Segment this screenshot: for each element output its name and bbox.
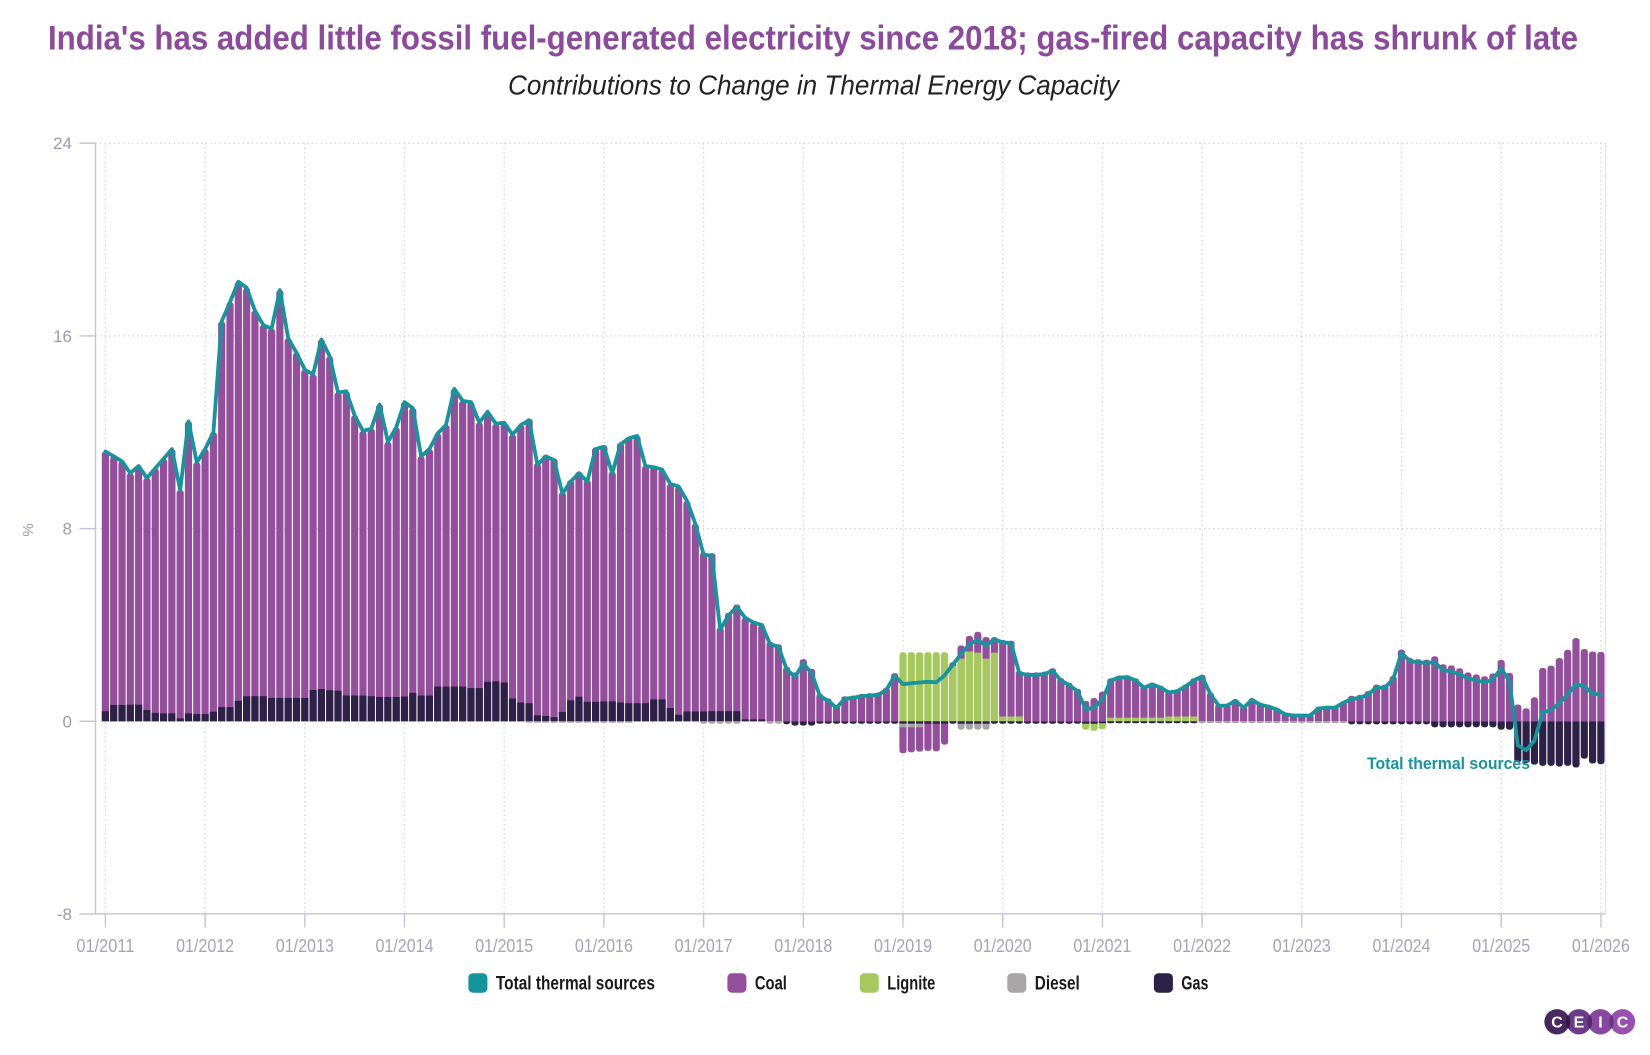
svg-text:I: I <box>1598 1015 1602 1032</box>
svg-text:C: C <box>1617 1015 1629 1032</box>
svg-text:01/2012: 01/2012 <box>176 936 234 956</box>
svg-text:01/2020: 01/2020 <box>974 936 1032 956</box>
svg-text:01/2013: 01/2013 <box>276 936 334 956</box>
svg-text:01/2017: 01/2017 <box>675 936 733 956</box>
svg-text:Total thermal sources: Total thermal sources <box>1367 754 1530 773</box>
svg-text:01/2015: 01/2015 <box>475 936 533 956</box>
svg-text:24: 24 <box>53 134 72 153</box>
svg-text:01/2014: 01/2014 <box>376 936 434 956</box>
svg-text:%: % <box>20 523 37 536</box>
svg-text:E: E <box>1574 1015 1585 1032</box>
svg-text:Gas: Gas <box>1181 974 1208 995</box>
svg-text:16: 16 <box>53 327 72 346</box>
svg-text:-8: -8 <box>57 905 72 924</box>
svg-text:0: 0 <box>63 712 72 731</box>
svg-text:01/2026: 01/2026 <box>1572 936 1630 956</box>
svg-text:01/2019: 01/2019 <box>874 936 932 956</box>
svg-text:01/2016: 01/2016 <box>575 936 633 956</box>
svg-text:01/2024: 01/2024 <box>1373 936 1431 956</box>
svg-text:Contributions to Change in The: Contributions to Change in Thermal Energ… <box>508 70 1121 101</box>
svg-text:Diesel: Diesel <box>1035 974 1080 995</box>
svg-text:01/2023: 01/2023 <box>1273 936 1331 956</box>
svg-text:Coal: Coal <box>755 974 787 995</box>
svg-text:Lignite: Lignite <box>887 974 935 995</box>
svg-text:01/2011: 01/2011 <box>76 936 134 956</box>
svg-text:01/2022: 01/2022 <box>1173 936 1231 956</box>
svg-text:India's has added little fossi: India's has added little fossil fuel-gen… <box>48 20 1578 58</box>
svg-text:01/2021: 01/2021 <box>1073 936 1131 956</box>
svg-text:01/2025: 01/2025 <box>1472 936 1530 956</box>
svg-text:01/2018: 01/2018 <box>774 936 832 956</box>
svg-text:Total thermal sources: Total thermal sources <box>496 974 655 995</box>
svg-text:8: 8 <box>63 520 72 539</box>
svg-text:C: C <box>1551 1015 1563 1032</box>
